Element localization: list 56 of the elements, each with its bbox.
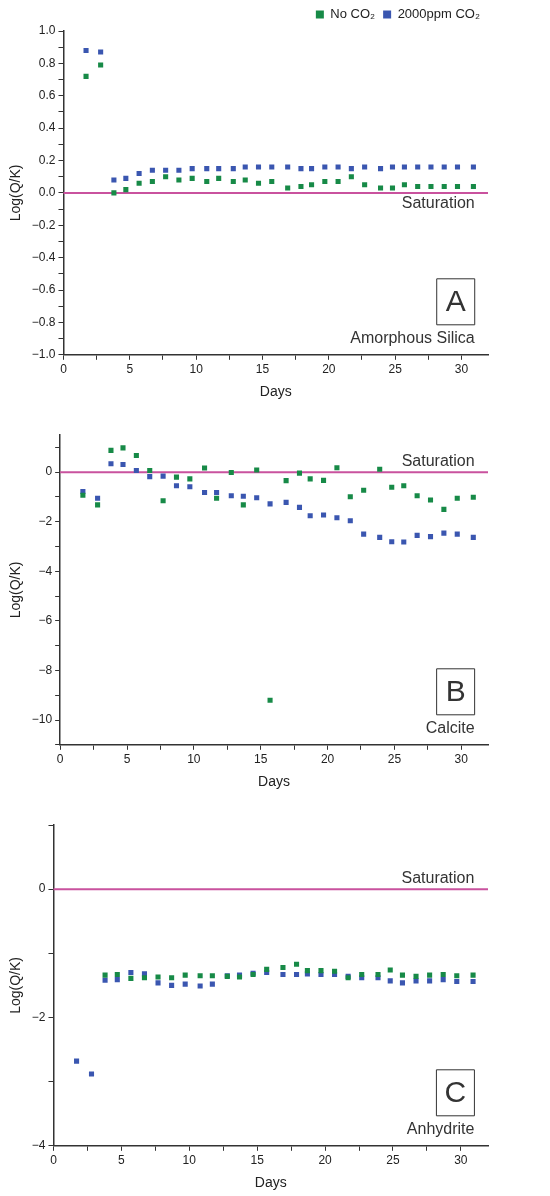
annotation: Anhydrite xyxy=(406,1120,475,1138)
y-tick-label: 1.0 xyxy=(38,23,56,38)
y-tick-label: −0.6 xyxy=(31,282,56,297)
legend-label: No CO₂ xyxy=(330,6,376,22)
x-tick-label: 5 xyxy=(126,362,134,377)
y-tick-label: −0.8 xyxy=(31,314,56,329)
y-tick-label: 0.2 xyxy=(38,152,56,167)
y-tick-label: 0 xyxy=(38,881,46,896)
y-tick-label: −1.0 xyxy=(31,347,56,362)
y-tick-label: −8 xyxy=(38,662,53,677)
x-tick-label: 10 xyxy=(189,362,204,377)
x-tick-label: 10 xyxy=(182,1153,197,1168)
x-tick-label: 25 xyxy=(386,1153,400,1168)
y-tick-label: 0.4 xyxy=(38,120,56,135)
y-tick-label: −0.2 xyxy=(31,217,56,232)
annotation: C xyxy=(444,1075,467,1109)
y-axis-title: Log(Q/K) xyxy=(7,164,24,222)
y-axis-title: Log(Q/K) xyxy=(7,561,24,619)
y-tick-label: 0.6 xyxy=(38,88,56,103)
ref-line-label: Saturation xyxy=(401,451,475,469)
y-tick-label: −6 xyxy=(38,613,53,628)
annotation: Calcite xyxy=(425,719,475,737)
annotation: A xyxy=(445,284,466,318)
x-tick-label: 30 xyxy=(454,1153,468,1168)
x-tick-label: 5 xyxy=(123,752,131,767)
x-axis-title: Days xyxy=(259,383,292,400)
y-axis-title: Log(Q/K) xyxy=(7,956,24,1014)
y-tick-label: −4 xyxy=(31,1138,46,1153)
ref-line-label: Saturation xyxy=(401,194,475,212)
x-tick-label: 10 xyxy=(187,752,201,767)
y-tick-label: 0.0 xyxy=(38,185,56,200)
y-tick-label: −10 xyxy=(31,712,53,727)
ref-line-label: Saturation xyxy=(401,868,475,886)
x-tick-label: 15 xyxy=(255,362,270,377)
y-tick-label: −0.4 xyxy=(31,249,56,264)
x-tick-label: 20 xyxy=(320,752,335,767)
annotation: Amorphous Silica xyxy=(350,329,475,347)
x-tick-label: 25 xyxy=(387,752,402,767)
x-tick-label: 5 xyxy=(118,1153,126,1168)
x-tick-label: 20 xyxy=(322,362,336,377)
x-tick-label: 30 xyxy=(454,362,469,377)
annotation: B xyxy=(445,674,466,708)
x-tick-label: 0 xyxy=(60,362,68,377)
y-tick-label: 0.8 xyxy=(38,55,56,70)
x-tick-label: 25 xyxy=(388,362,403,377)
x-tick-label: 20 xyxy=(318,1153,333,1168)
x-tick-label: 15 xyxy=(250,1153,265,1168)
x-tick-label: 30 xyxy=(454,752,469,767)
x-axis-title: Days xyxy=(258,773,291,790)
y-tick-label: −2 xyxy=(31,1009,46,1024)
y-tick-label: 0 xyxy=(45,464,53,479)
legend-label: 2000ppm CO₂ xyxy=(397,6,481,22)
y-tick-label: −4 xyxy=(38,563,53,578)
y-tick-label: −2 xyxy=(38,514,53,529)
x-axis-title: Days xyxy=(254,1174,287,1191)
x-tick-label: 15 xyxy=(254,752,268,767)
